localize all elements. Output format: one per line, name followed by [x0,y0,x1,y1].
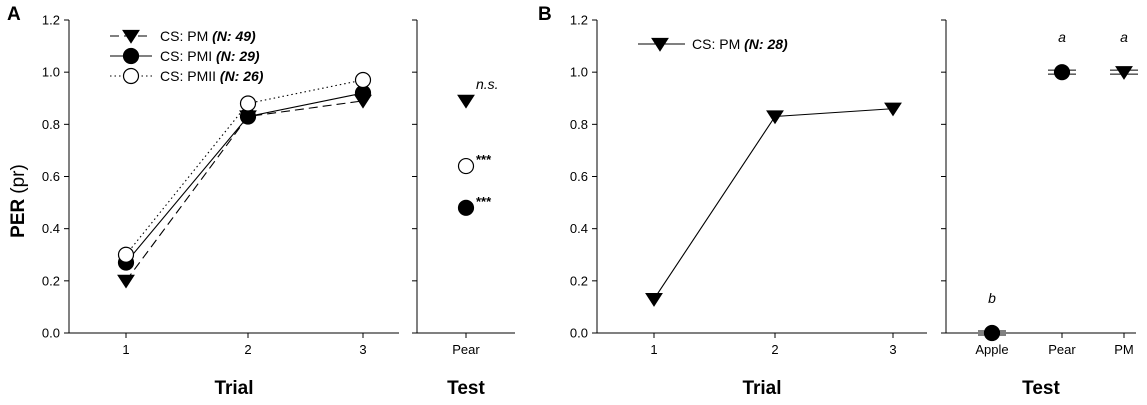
y-tick-label-b-trial-0: 0.0 [570,326,588,341]
legend-entry-a-2: CS: PMII (N: 26) [160,68,264,84]
y-tick-label-a-trial-1: 0.2 [42,273,60,288]
point-b-test-2 [1115,66,1133,80]
x-tick-label-a-test-0: Pear [452,342,480,357]
legend-marker-a-2 [122,67,140,85]
x-tick-label-a-trial-1: 2 [244,342,251,357]
legend-name-a-2: CS: PMII [160,68,220,84]
x-tick-label-b-test-1: Pear [1048,342,1076,357]
x-tick-label-b-trial-0: 1 [650,342,657,357]
x-tick-label-b-trial-1: 2 [771,342,778,357]
y-tick-label-b-trial-6: 1.2 [570,13,588,28]
point-a-trial-s2-1 [239,95,257,112]
legend-n-b-0: (N: 28) [744,36,788,52]
legend-entry-a-0: CS: PM (N: 49) [160,28,256,44]
y-axis-label: PER (pr) [8,164,29,238]
x-tick-label-a-trial-0: 1 [122,342,129,357]
point-b-test-1 [1053,64,1071,81]
point-a-trial-s2-0 [117,246,135,263]
annotation-a-test-2: *** [476,194,492,209]
legend-n-a-1: (N: 29) [216,48,260,64]
chart-root: 0.0 0.2 0.4 0.6 0.8 1.0 1.2 1 2 3 Trial CS: PM (N: … [42,13,1138,399]
y-tick-label-a-trial-5: 1.0 [42,65,60,80]
legend-n-a-0: (N: 49) [212,28,256,44]
panel-letter-b: B [538,4,552,25]
legend-marker-a-1 [122,47,140,65]
y-axis-label-bold: PER [8,198,29,237]
y-tick-label-b-trial-4: 0.8 [570,117,588,132]
y-tick-label-a-trial-4: 0.8 [42,117,60,132]
point-a-test-2 [457,199,475,216]
annotation-b-test-1: a [1058,29,1066,45]
point-a-test-1 [457,157,475,175]
y-tick-label-a-trial-2: 0.4 [42,221,60,236]
x-tick-label-b-test-0: Apple [975,342,1008,357]
annotation-a-test-0: n.s. [476,76,499,92]
y-tick-label-a-trial-6: 1.2 [42,13,60,28]
panel-letter-a: A [7,4,21,25]
x-axis-title-a-test: Test [447,378,485,399]
point-b-trial-s0-1 [766,110,784,125]
x-tick-label-b-test-2: PM [1114,342,1134,357]
y-axis-label-unit: (pr) [8,164,29,194]
y-tick-label-b-trial-5: 1.0 [570,65,588,80]
x-axis-title-b-test: Test [1022,378,1060,399]
legend-marker-a-0 [122,29,140,44]
y-tick-label-b-trial-3: 0.6 [570,169,588,184]
legend-n-a-2: (N: 26) [220,68,264,84]
legend-entry-a-1: CS: PMI (N: 29) [160,48,260,64]
point-a-test-0 [457,94,475,109]
legend-marker-b-0 [651,37,669,52]
point-b-trial-s0-2 [884,102,902,117]
legend-name-b-0: CS: PM [692,36,744,52]
y-tick-label-b-trial-2: 0.4 [570,221,588,236]
x-axis-title-b-trial: Trial [742,378,781,399]
point-a-trial-s0-0 [117,274,135,289]
series-line-a-0 [125,100,364,282]
x-tick-label-a-trial-2: 3 [359,342,366,357]
x-axis-title-a-trial: Trial [214,378,253,399]
point-a-trial-s2-2 [354,71,372,89]
series-line-b-0 [653,108,894,300]
x-tick-label-b-trial-2: 3 [889,342,896,357]
y-tick-label-a-trial-0: 0.0 [42,326,60,341]
annotation-b-test-0: b [988,290,996,306]
y-tick-label-a-trial-3: 0.6 [42,169,60,184]
legend-name-a-0: CS: PM [160,28,212,44]
y-tick-label-b-trial-1: 0.2 [570,273,588,288]
point-b-trial-s0-0 [645,292,663,307]
annotation-b-test-2: a [1120,29,1128,45]
point-b-test-0 [983,324,1001,342]
legend-name-a-1: CS: PMI [160,48,216,64]
annotation-a-test-1: *** [476,152,492,167]
legend-entry-b-0: CS: PM (N: 28) [692,36,788,52]
